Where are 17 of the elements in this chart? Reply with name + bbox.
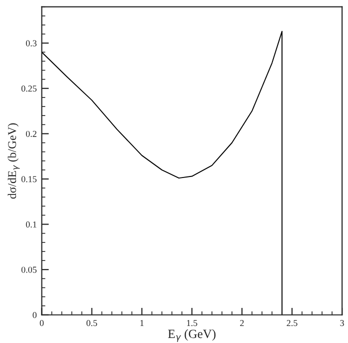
line-series	[42, 30, 283, 315]
y-tick-label: 0.2	[26, 130, 36, 137]
y-tick-label: 0.05	[21, 266, 37, 273]
x-tick-label: 2.5	[286, 320, 298, 326]
y-tick-label: 0.1	[26, 221, 36, 228]
y-tick-label: 0.25	[21, 86, 37, 92]
x-tick-label: 3	[340, 320, 344, 326]
y-tick-label: 0.15	[21, 176, 37, 182]
x-tick-label: 1	[140, 320, 144, 326]
x-tick-label: 1.5	[187, 320, 198, 326]
x-tick-label: 2	[240, 320, 244, 326]
x-tick-label: 0.5	[86, 320, 98, 326]
y-tick-label: 0	[32, 312, 37, 318]
y-tick-label: 0.3	[26, 40, 37, 46]
x-axis-title: E$_{γ}$ (GeV)	[168, 329, 216, 342]
x-tick-label: 0	[40, 320, 44, 326]
y-axis-title: dσ/dE$_{γ}$ (b/GeV)	[8, 123, 20, 199]
